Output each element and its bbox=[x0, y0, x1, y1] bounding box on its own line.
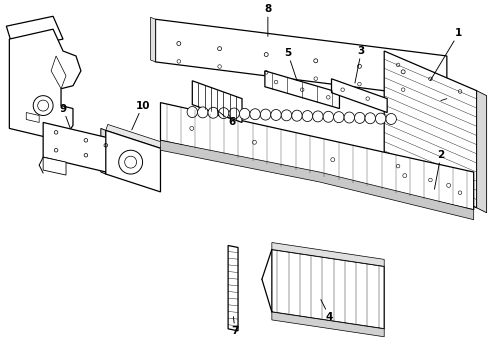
Ellipse shape bbox=[208, 107, 219, 118]
Ellipse shape bbox=[229, 108, 240, 119]
Polygon shape bbox=[192, 81, 242, 122]
Polygon shape bbox=[161, 140, 474, 220]
Text: 10: 10 bbox=[132, 100, 150, 130]
Polygon shape bbox=[265, 71, 340, 109]
Ellipse shape bbox=[271, 109, 281, 121]
Polygon shape bbox=[9, 29, 81, 138]
Polygon shape bbox=[228, 246, 238, 331]
Ellipse shape bbox=[302, 111, 313, 122]
Text: 1: 1 bbox=[430, 28, 463, 80]
Ellipse shape bbox=[313, 111, 323, 122]
Polygon shape bbox=[272, 249, 384, 329]
Polygon shape bbox=[384, 51, 477, 208]
Polygon shape bbox=[106, 130, 161, 192]
Text: 7: 7 bbox=[231, 317, 239, 336]
Ellipse shape bbox=[365, 113, 375, 124]
Text: 2: 2 bbox=[435, 150, 444, 189]
Ellipse shape bbox=[187, 107, 197, 117]
Polygon shape bbox=[332, 79, 387, 113]
Polygon shape bbox=[51, 56, 66, 89]
Ellipse shape bbox=[219, 108, 229, 118]
Polygon shape bbox=[6, 16, 63, 49]
Text: 3: 3 bbox=[355, 46, 365, 83]
Ellipse shape bbox=[240, 108, 250, 119]
Polygon shape bbox=[101, 129, 106, 174]
Text: 8: 8 bbox=[264, 4, 271, 36]
Ellipse shape bbox=[250, 109, 260, 120]
Ellipse shape bbox=[292, 110, 302, 121]
Ellipse shape bbox=[386, 113, 396, 125]
Ellipse shape bbox=[344, 112, 355, 123]
Ellipse shape bbox=[260, 109, 271, 120]
Text: 5: 5 bbox=[284, 48, 297, 80]
Text: 6: 6 bbox=[218, 110, 236, 127]
Text: 4: 4 bbox=[321, 300, 333, 322]
Ellipse shape bbox=[323, 111, 334, 122]
Polygon shape bbox=[272, 312, 384, 337]
Polygon shape bbox=[106, 125, 163, 148]
Polygon shape bbox=[161, 103, 474, 210]
Polygon shape bbox=[26, 113, 39, 122]
Polygon shape bbox=[43, 157, 66, 175]
Polygon shape bbox=[272, 243, 384, 266]
Ellipse shape bbox=[355, 112, 365, 123]
Polygon shape bbox=[43, 122, 119, 175]
Polygon shape bbox=[111, 138, 152, 186]
Ellipse shape bbox=[197, 107, 208, 118]
Ellipse shape bbox=[281, 110, 292, 121]
Polygon shape bbox=[150, 17, 155, 62]
Text: 9: 9 bbox=[59, 104, 70, 128]
Polygon shape bbox=[155, 19, 447, 99]
Ellipse shape bbox=[375, 113, 386, 124]
Ellipse shape bbox=[334, 112, 344, 123]
Polygon shape bbox=[477, 91, 487, 213]
